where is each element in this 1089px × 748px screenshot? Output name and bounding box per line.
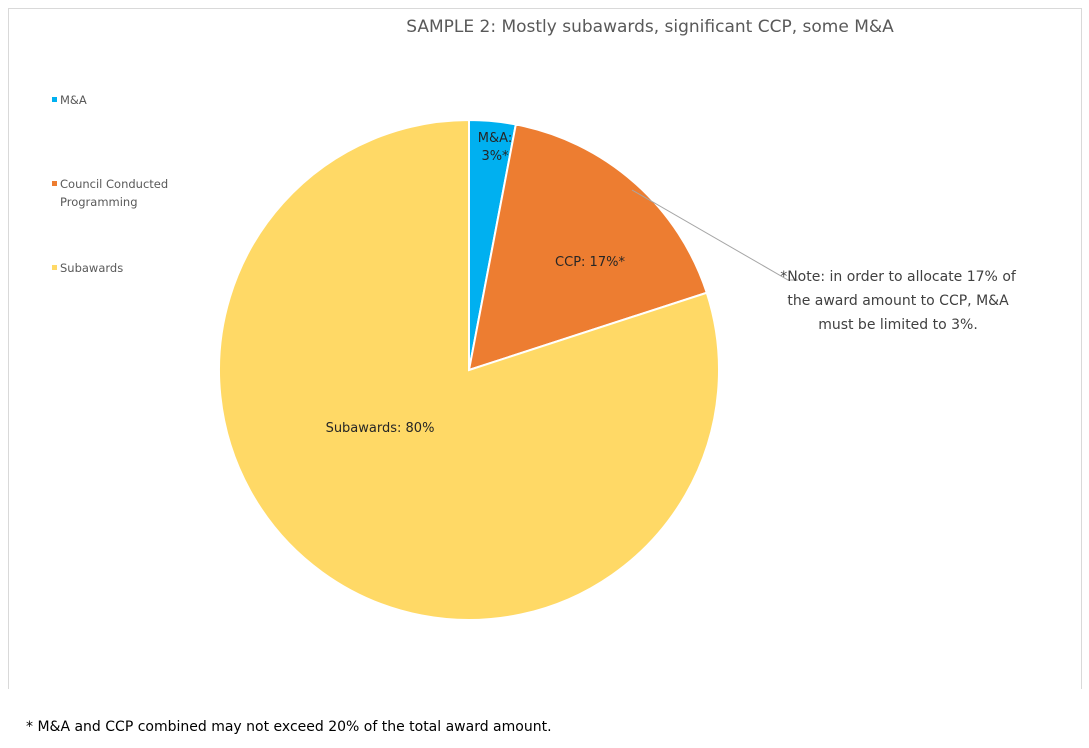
footnote: * M&A and CCP combined may not exceed 20… bbox=[26, 719, 552, 735]
legend-entry: M&A bbox=[52, 91, 200, 109]
leader-line bbox=[631, 189, 798, 281]
chart-frame bbox=[8, 8, 1082, 689]
pie-slice bbox=[467, 123, 709, 372]
legend-entry: Council Conducted Programming bbox=[52, 175, 200, 211]
data-label: CCP: 17%* bbox=[555, 255, 625, 270]
chart-title: SAMPLE 2: Mostly subawards, significant … bbox=[406, 17, 894, 37]
pie-slice bbox=[218, 118, 720, 621]
data-label: M&A: 3%* bbox=[477, 131, 513, 164]
data-label: Subawards: 80% bbox=[325, 421, 435, 436]
legend-swatch bbox=[52, 181, 57, 186]
legend-swatch bbox=[52, 265, 57, 270]
annotation: *Note: in order to allocate 17% of the a… bbox=[780, 269, 1016, 333]
legend-entry: Subawards bbox=[52, 259, 200, 277]
legend-swatch bbox=[52, 97, 57, 102]
